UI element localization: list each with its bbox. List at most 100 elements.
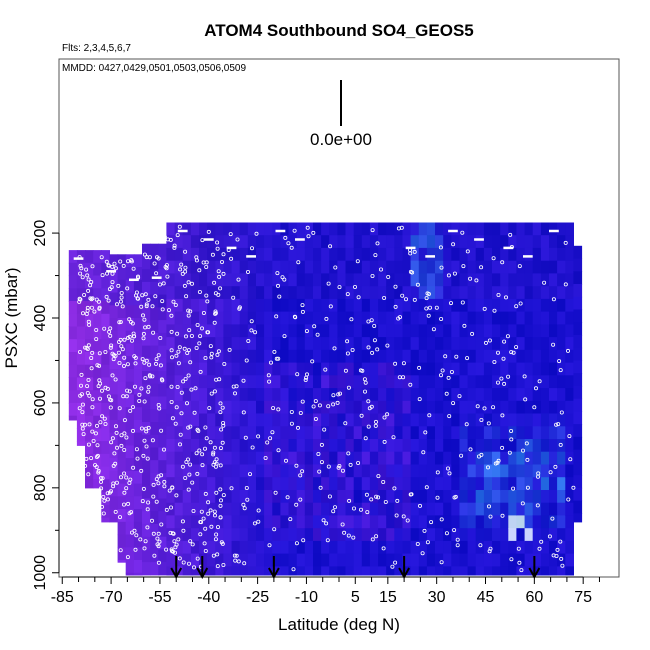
heatmap-cell	[451, 286, 460, 300]
heatmap-cell	[199, 490, 208, 504]
sample-point	[114, 424, 119, 429]
heatmap-cell	[215, 235, 224, 249]
heatmap-cell	[231, 400, 241, 415]
sample-point	[300, 309, 305, 314]
heatmap-cell	[475, 286, 485, 300]
heatmap-cell	[207, 477, 216, 491]
heatmap-cell	[215, 515, 224, 529]
sample-point	[272, 349, 277, 354]
heatmap-cell	[500, 222, 509, 236]
heatmap-cell	[272, 528, 281, 542]
heatmap-cell	[247, 413, 257, 427]
sample-point	[495, 380, 500, 385]
heatmap-cell	[443, 413, 452, 427]
sample-point	[142, 252, 147, 257]
heatmap-cell	[337, 477, 347, 491]
sample-point	[96, 299, 101, 304]
sample-point	[97, 363, 102, 368]
heatmap-cell	[329, 515, 338, 529]
sample-point	[103, 349, 108, 354]
heatmap-cell	[174, 286, 184, 300]
sample-point	[474, 278, 479, 283]
heatmap-cell	[166, 388, 176, 402]
heatmap-cell	[288, 298, 298, 313]
sample-point	[236, 277, 241, 282]
heatmap-cell	[207, 451, 216, 465]
sample-point	[372, 323, 377, 328]
heatmap-cell	[150, 485, 159, 499]
heatmap-cell	[296, 553, 306, 567]
heatmap-cell	[459, 362, 469, 376]
heatmap-cell	[68, 313, 78, 328]
sample-point	[212, 445, 217, 450]
sample-point	[396, 316, 401, 321]
heatmap-cell	[207, 362, 216, 376]
heatmap-cell	[329, 490, 338, 504]
heatmap-cell	[353, 324, 363, 338]
heatmap-cell	[459, 553, 469, 567]
heatmap-cell	[532, 490, 542, 504]
sample-point	[422, 528, 427, 533]
heatmap-cell	[418, 566, 428, 576]
heatmap-cell	[68, 301, 78, 315]
sample-point	[152, 553, 157, 558]
heatmap-cell	[345, 477, 355, 491]
heatmap-cell	[451, 222, 460, 236]
heatmap-cell	[158, 320, 167, 334]
sample-point	[207, 406, 212, 411]
heatmap-cell	[353, 413, 363, 427]
heatmap-cell	[166, 362, 176, 376]
sample-point	[106, 298, 111, 303]
sample-point	[81, 311, 86, 316]
heatmap-cell	[313, 375, 322, 389]
heatmap-cell	[304, 286, 314, 300]
heatmap-cell	[296, 451, 306, 465]
sample-point	[202, 541, 207, 546]
heatmap-cell	[296, 337, 306, 351]
heatmap-cell	[199, 540, 208, 555]
sample-point	[492, 308, 497, 313]
heatmap-cell	[288, 337, 298, 351]
heatmap-cell	[223, 298, 233, 313]
sample-point	[186, 373, 191, 378]
heatmap-cell	[557, 528, 566, 542]
sample-point	[184, 401, 189, 406]
sample-point	[177, 224, 182, 229]
sample-point	[324, 521, 329, 526]
sample-point	[303, 377, 308, 382]
heatmap-cell	[557, 566, 566, 576]
heatmap-cell	[101, 517, 110, 523]
sample-point	[150, 438, 155, 443]
heatmap-cell	[158, 549, 167, 563]
sample-point	[457, 394, 462, 399]
heatmap-cell	[215, 464, 224, 478]
heatmap-cell	[272, 413, 281, 427]
heatmap-cell	[361, 540, 371, 555]
heatmap-cell	[313, 515, 322, 529]
sample-point	[145, 456, 150, 461]
heatmap-cell	[369, 502, 379, 516]
heatmap-cell	[402, 388, 412, 402]
heatmap-cell	[101, 326, 110, 340]
heatmap-cell	[467, 515, 477, 529]
heatmap-cell	[174, 528, 184, 542]
heatmap-cell	[467, 375, 477, 389]
heatmap-cell	[418, 515, 428, 529]
heatmap-cell	[549, 553, 558, 567]
heatmap-cell	[516, 388, 526, 402]
sample-point	[369, 318, 374, 323]
heatmap-cell	[150, 523, 159, 538]
sample-point	[191, 508, 196, 513]
heatmap-cell	[231, 247, 241, 262]
heatmap-cell	[117, 458, 127, 472]
heatmap-cell	[166, 439, 176, 453]
heatmap-cell	[557, 273, 566, 287]
heatmap-cell	[158, 345, 167, 359]
heatmap-cell	[239, 324, 249, 338]
heatmap-cell	[394, 413, 403, 427]
heatmap-cell	[76, 275, 86, 289]
heatmap-cell	[85, 364, 94, 378]
sample-point	[519, 568, 524, 573]
heatmap-cell	[150, 269, 159, 283]
sample-point	[121, 263, 126, 268]
